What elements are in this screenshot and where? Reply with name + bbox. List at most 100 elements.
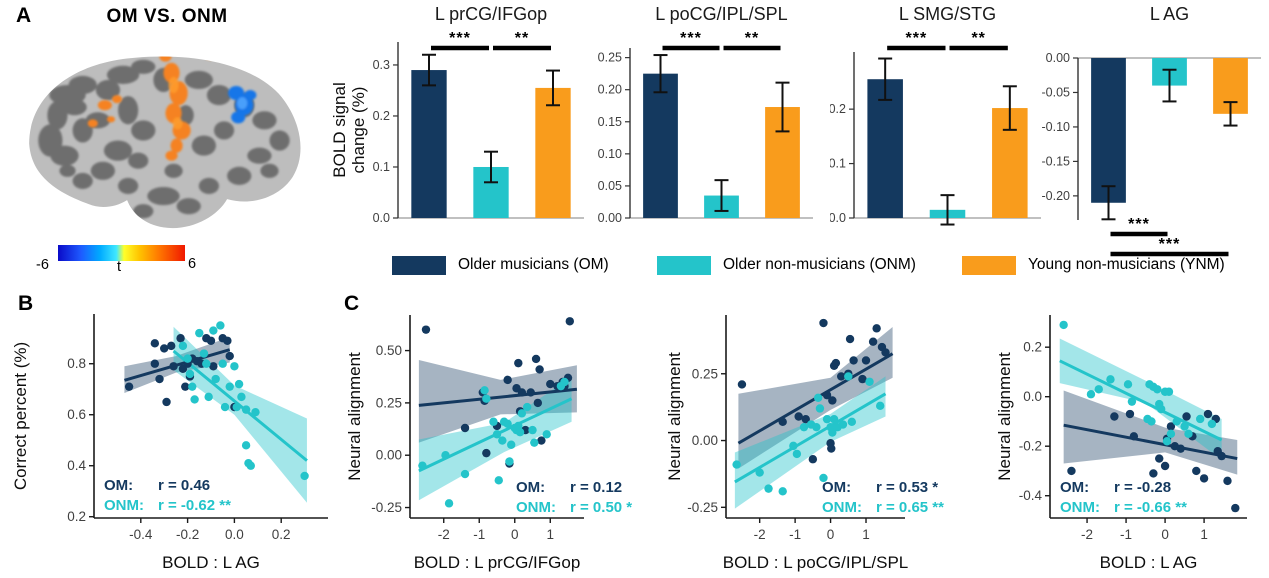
svg-text:0.25: 0.25 (376, 395, 402, 410)
svg-text:-1: -1 (1120, 527, 1132, 542)
svg-text:r = 0.50 *: r = 0.50 * (570, 499, 632, 516)
svg-text:change (%): change (%) (349, 87, 368, 174)
svg-text:-0.15: -0.15 (1042, 154, 1070, 168)
svg-text:OM:: OM: (516, 479, 545, 496)
legend-label-onm: Older non-musicians (ONM) (723, 256, 916, 273)
svg-text:-0.20: -0.20 (1042, 189, 1070, 203)
svg-text:0.0: 0.0 (1023, 389, 1042, 404)
svg-text:ONM:: ONM: (1060, 499, 1100, 516)
svg-text:ONM:: ONM: (516, 499, 556, 516)
legend-entry-om: Older musicians (OM) (392, 254, 609, 276)
svg-text:0.00: 0.00 (598, 211, 622, 225)
colorbar-min-label: -6 (36, 257, 49, 273)
svg-text:1: 1 (862, 527, 870, 542)
svg-text:0: 0 (827, 527, 835, 542)
svg-text:L SMG/STG: L SMG/STG (899, 4, 996, 24)
svg-text:BOLD : L AG: BOLD : L AG (1100, 553, 1198, 572)
svg-text:ONM:: ONM: (104, 497, 144, 514)
svg-text:1: 1 (1200, 527, 1208, 542)
scatter-neural-alignment-vs-bold-prcg: -2 -1 0 1 -0.25 0.00 0.25 0.50 BOLD : L prCG/IFG… (344, 290, 678, 578)
svg-text:-0.2: -0.2 (1019, 439, 1042, 454)
svg-text:0.15: 0.15 (598, 115, 622, 129)
svg-text:0.2: 0.2 (373, 109, 390, 123)
svg-text:r = 0.46: r = 0.46 (158, 477, 210, 494)
svg-text:***: *** (449, 30, 471, 47)
svg-text:0.25: 0.25 (692, 366, 718, 381)
bar-chart-l-ag: L AG 0.00 -0.05 -0.10 -0.15 -0.20 *** *** (1042, 0, 1269, 277)
svg-text:ONM:: ONM: (822, 499, 862, 516)
svg-text:-0.25: -0.25 (687, 500, 718, 515)
brain-activation-positive (87, 56, 215, 161)
legend-entry-onm: Older non-musicians (ONM) (657, 254, 916, 276)
svg-text:r = -0.28: r = -0.28 (1114, 479, 1171, 496)
panel-a-title: OM VS. ONM (106, 6, 228, 27)
svg-text:0.2: 0.2 (67, 509, 86, 524)
bar-chart-l-pocg-ipl-spl: L poCG/IPL/SPL 0.00 0.05 0.10 0.15 0.20 0.25 **… (590, 0, 823, 273)
svg-text:-0.25: -0.25 (371, 500, 402, 515)
svg-text:r = -0.62 **: r = -0.62 ** (158, 497, 231, 514)
colorbar (58, 245, 185, 261)
svg-text:0.50: 0.50 (376, 343, 402, 358)
svg-text:0.05: 0.05 (598, 179, 622, 193)
svg-text:-0.05: -0.05 (1042, 85, 1070, 99)
scatter-correct-percent-vs-bold-lag: -0.4 -0.2 0.0 0.2 0.2 0.4 0.6 0.8 BOLD : L AG Cor… (10, 290, 340, 578)
svg-text:0.00: 0.00 (376, 448, 402, 463)
svg-text:L prCG/IFGop: L prCG/IFGop (435, 4, 547, 24)
svg-text:1: 1 (547, 527, 555, 542)
svg-text:-2: -2 (438, 527, 450, 542)
svg-text:r = -0.66 **: r = -0.66 ** (1114, 499, 1187, 516)
svg-text:-1: -1 (473, 527, 485, 542)
svg-text:BOLD : L poCG/IPL/SPL: BOLD : L poCG/IPL/SPL (723, 553, 909, 572)
svg-text:-0.10: -0.10 (1042, 120, 1070, 134)
svg-text:0.25: 0.25 (598, 51, 622, 65)
svg-text:Correct percent (%): Correct percent (%) (11, 342, 30, 490)
colorbar-stat-label: t (117, 259, 122, 275)
svg-text:-2: -2 (754, 527, 766, 542)
svg-text:**: ** (745, 30, 759, 47)
svg-text:r = 0.12: r = 0.12 (570, 479, 622, 496)
bar-chart-l-smg-stg: L SMG/STG 0.0 0.1 0.2 *** ** (829, 0, 1047, 273)
svg-text:BOLD : L AG: BOLD : L AG (162, 553, 260, 572)
svg-text:r = 0.65 **: r = 0.65 ** (876, 499, 944, 516)
panel-a-label: A (16, 4, 32, 27)
bar-chart-l-prcg-ifgop: L prCG/IFGop 0.0 0.1 0.2 0.3 *** ** BOLD signal… (330, 0, 592, 273)
svg-text:0.1: 0.1 (830, 157, 846, 171)
svg-text:OM:: OM: (1060, 479, 1089, 496)
svg-text:Neural alignment: Neural alignment (345, 352, 364, 481)
svg-text:-1: -1 (789, 527, 801, 542)
svg-text:0.8: 0.8 (67, 356, 86, 371)
svg-text:0.3: 0.3 (373, 58, 390, 72)
scatter-neural-alignment-vs-bold-lag: -2 -1 0 1 -0.4 -0.2 0.0 0.2 BOLD : L AG Neural al… (994, 290, 1269, 578)
svg-text:***: *** (1128, 216, 1150, 233)
panel-c-label: C (344, 292, 360, 315)
legend-entry-ynm: Young non-musicians (YNM) (962, 254, 1225, 276)
svg-text:0: 0 (1161, 527, 1169, 542)
svg-text:0.0: 0.0 (373, 211, 390, 225)
svg-text:-0.4: -0.4 (129, 527, 153, 542)
legend-swatch-ynm (962, 255, 1016, 275)
svg-text:**: ** (515, 30, 529, 47)
svg-text:0: 0 (511, 527, 519, 542)
legend-swatch-om (392, 255, 446, 275)
svg-text:-0.2: -0.2 (176, 527, 199, 542)
scatter-neural-alignment-vs-bold-pocg: -2 -1 0 1 -0.25 0.00 0.25 BOLD : L poCG/IPL/SPL… (664, 290, 994, 578)
svg-text:**: ** (971, 30, 985, 47)
svg-text:Neural alignment: Neural alignment (665, 352, 684, 481)
svg-text:0.4: 0.4 (67, 458, 86, 473)
svg-text:0.0: 0.0 (225, 527, 244, 542)
svg-text:0.10: 0.10 (598, 147, 622, 161)
svg-text:0.0: 0.0 (830, 211, 846, 225)
svg-text:L poCG/IPL/SPL: L poCG/IPL/SPL (655, 4, 787, 24)
svg-text:0.2: 0.2 (1023, 340, 1042, 355)
svg-text:***: *** (1159, 236, 1181, 253)
svg-text:***: *** (905, 30, 927, 47)
svg-text:-2: -2 (1081, 527, 1093, 542)
legend-swatch-onm (657, 255, 711, 275)
svg-text:0.00: 0.00 (692, 433, 718, 448)
svg-text:***: *** (680, 30, 702, 47)
svg-text:0.2: 0.2 (830, 102, 846, 116)
svg-text:Neural alignment: Neural alignment (995, 352, 1014, 481)
svg-text:0.6: 0.6 (67, 407, 86, 422)
svg-text:OM:: OM: (822, 479, 851, 496)
